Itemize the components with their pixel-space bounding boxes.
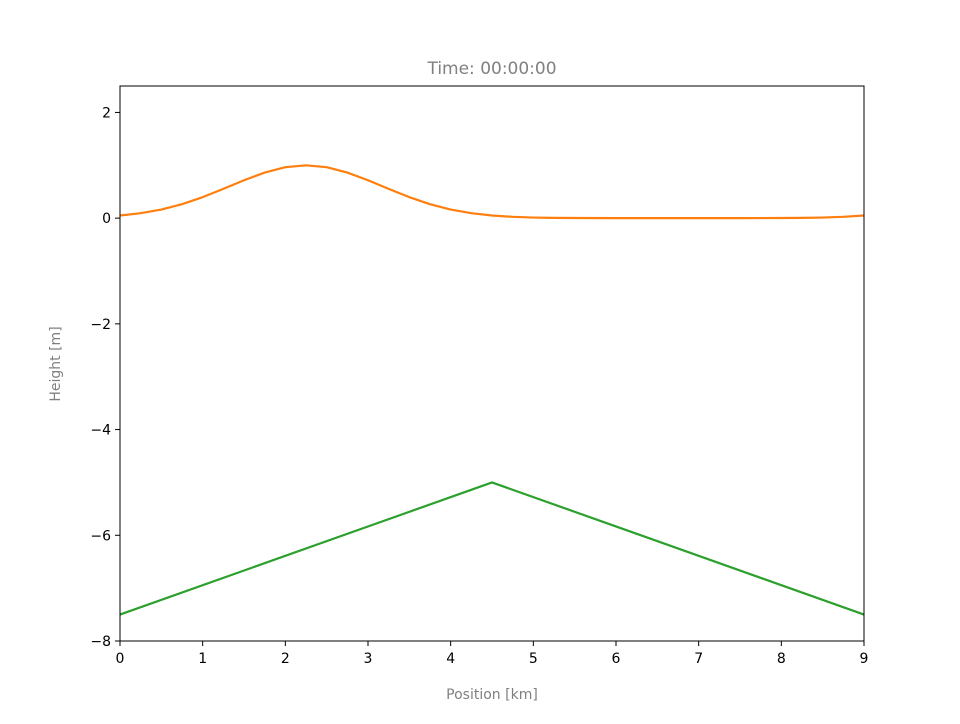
series-line-0: [119, 164, 865, 220]
x-tick-label: 8: [777, 651, 786, 667]
y-tick-label: 0: [102, 211, 111, 227]
series-layer: [119, 164, 865, 616]
x-tick-label: 0: [116, 651, 125, 667]
x-tick-label: 3: [364, 651, 373, 667]
x-tick-label: 1: [198, 651, 207, 667]
plot-frame: [119, 85, 865, 642]
x-tick-label: 6: [612, 651, 621, 667]
x-axis-label: Position [km]: [446, 687, 538, 703]
x-tick-label: 7: [694, 651, 703, 667]
x-tick-label: 9: [860, 651, 869, 667]
y-tick-label: −2: [90, 317, 111, 333]
y-tick-label: −6: [90, 528, 111, 544]
y-tick-label: −8: [90, 634, 111, 650]
y-axis-label: Height [m]: [48, 326, 64, 401]
y-tick-label: −4: [90, 423, 111, 439]
series-line-1: [119, 481, 865, 616]
x-tick-label: 5: [529, 651, 538, 667]
y-tick-label: 2: [102, 105, 111, 121]
x-tick-label: 2: [281, 651, 290, 667]
x-tick-label: 4: [446, 651, 455, 667]
ticks-layer: 0 1 2 3 4 5 6 7 8 9 2 0 −2 −4 −6 −8: [90, 105, 868, 667]
chart-title: Time: 00:00:00: [426, 59, 556, 79]
